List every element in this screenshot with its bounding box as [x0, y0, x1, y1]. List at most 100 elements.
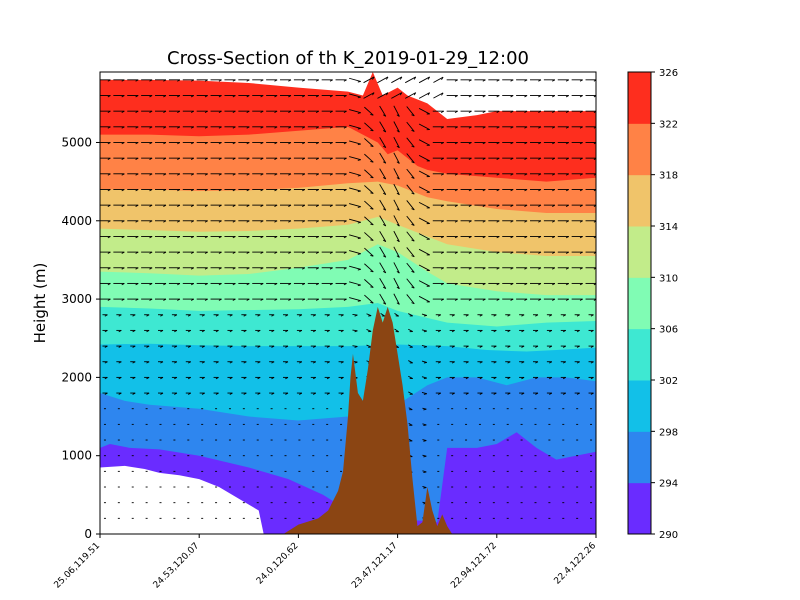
wind-arrow-head — [440, 157, 444, 160]
wind-arrow-head — [552, 173, 556, 176]
wind-arrow-shaft — [393, 121, 400, 133]
wind-arrow-shaft — [364, 294, 374, 304]
wind-arrow-head — [204, 236, 208, 239]
wind-arrow-head — [135, 95, 139, 98]
wind-arrow-head — [260, 251, 264, 254]
wind-arrow-head — [454, 283, 458, 286]
wind-arrow-head — [149, 126, 153, 129]
wind-arrow-head — [538, 110, 542, 113]
wind-arrow-head — [593, 142, 596, 145]
wind-arrow-head — [399, 92, 403, 96]
wind-arrow-head — [204, 204, 208, 207]
wind-arrow-head — [163, 189, 167, 192]
wind-arrow-head — [204, 267, 208, 270]
wind-arrow-head — [510, 251, 514, 254]
wind-arrow-head — [274, 157, 278, 160]
wind-arrow-head — [552, 126, 556, 129]
wind-arrow-head — [204, 79, 208, 82]
wind-arrow-head — [215, 314, 219, 317]
wind-arrow-head — [382, 271, 387, 274]
wind-arrow-head — [524, 236, 528, 239]
wind-arrow-head — [288, 126, 292, 129]
wind-arrow-head — [215, 376, 219, 380]
wind-arrow-head — [326, 314, 330, 317]
wind-arrow-head — [524, 95, 528, 98]
wind-arrow-head — [190, 267, 195, 270]
wind-arrow-head — [340, 330, 344, 333]
wind-arrow-head — [524, 251, 528, 254]
wind-arrow-head — [135, 236, 139, 239]
wind-arrow-head — [288, 220, 292, 223]
wind-arrow-head — [149, 157, 153, 160]
wind-arrow-head — [274, 283, 278, 286]
wind-arrow-head — [510, 126, 514, 129]
wind-arrow-head — [343, 173, 347, 176]
wind-arrow-shaft — [405, 92, 416, 99]
wind-arrow-shaft — [349, 281, 361, 286]
wind-arrow-shaft — [379, 168, 387, 180]
wind-arrow-head — [232, 236, 236, 239]
wind-arrow-head — [562, 376, 566, 380]
wind-arrow-head — [174, 330, 178, 333]
wind-arrow-head — [538, 142, 542, 145]
wind-arrow-head — [535, 361, 539, 364]
wind-arrow-shaft — [349, 156, 361, 161]
wind-arrow-head — [312, 392, 316, 395]
wind-arrow-head — [132, 330, 136, 333]
wind-arrow-shaft — [379, 152, 387, 164]
wind-arrow-head — [427, 92, 431, 96]
wind-arrow-head — [243, 392, 247, 395]
wind-arrow-head — [302, 220, 306, 223]
wind-arrow-shaft — [379, 262, 387, 274]
wind-arrow-head — [482, 79, 486, 82]
wind-arrow-shaft — [379, 293, 387, 305]
wind-arrow-head — [482, 220, 486, 223]
wind-arrow-head — [510, 142, 514, 145]
wind-arrow-head — [187, 376, 192, 380]
wind-arrow-head — [354, 330, 358, 333]
wind-arrow-head — [382, 224, 387, 227]
wind-arrow-head — [201, 345, 205, 348]
wind-arrow-head — [552, 220, 556, 223]
wind-arrow-head — [299, 345, 303, 348]
wind-arrow-head — [482, 267, 486, 270]
wind-arrow-head — [396, 239, 400, 243]
wind-arrow-head — [340, 345, 344, 348]
x-tick-label: 24.53,120.07 — [152, 541, 202, 591]
wind-arrow-head — [579, 236, 583, 239]
wind-arrow-head — [260, 236, 264, 239]
wind-arrow-head — [552, 251, 556, 254]
wind-arrow-head — [329, 236, 333, 239]
wind-arrow-shaft — [364, 247, 374, 257]
wind-arrow-head — [576, 361, 580, 364]
wind-arrow-head — [493, 314, 497, 317]
wind-arrow-head — [479, 314, 483, 317]
wind-arrow-head — [423, 471, 427, 474]
wind-arrow-head — [187, 345, 192, 348]
wind-arrow-head — [315, 283, 319, 286]
wind-arrow-head — [302, 298, 306, 301]
wind-arrow-head — [187, 314, 192, 317]
colorbar-frame — [627, 71, 652, 535]
wind-arrow-shaft — [406, 121, 415, 132]
wind-arrow-head — [552, 267, 556, 270]
wind-arrow-head — [524, 267, 528, 270]
wind-arrow-head — [482, 126, 486, 129]
wind-arrow-head — [201, 361, 205, 364]
wind-arrow-shaft — [418, 217, 430, 224]
wind-arrow-head — [496, 173, 500, 176]
wind-arrow-shaft — [406, 215, 415, 226]
wind-arrow-head — [340, 376, 344, 380]
wind-arrow-head — [549, 314, 553, 317]
wind-arrow-head — [149, 110, 153, 113]
wind-arrow-head — [562, 314, 566, 317]
wind-arrow-head — [396, 130, 400, 133]
wind-arrow-head — [579, 173, 583, 176]
colorbar-tick-label: 318 — [659, 171, 678, 182]
wind-arrow-head — [565, 251, 569, 254]
wind-arrow-shaft — [349, 109, 361, 114]
wind-arrow-head — [246, 298, 250, 301]
wind-arrow-head — [493, 376, 497, 380]
wind-arrow-head — [160, 376, 164, 380]
wind-arrow-head — [218, 157, 222, 160]
